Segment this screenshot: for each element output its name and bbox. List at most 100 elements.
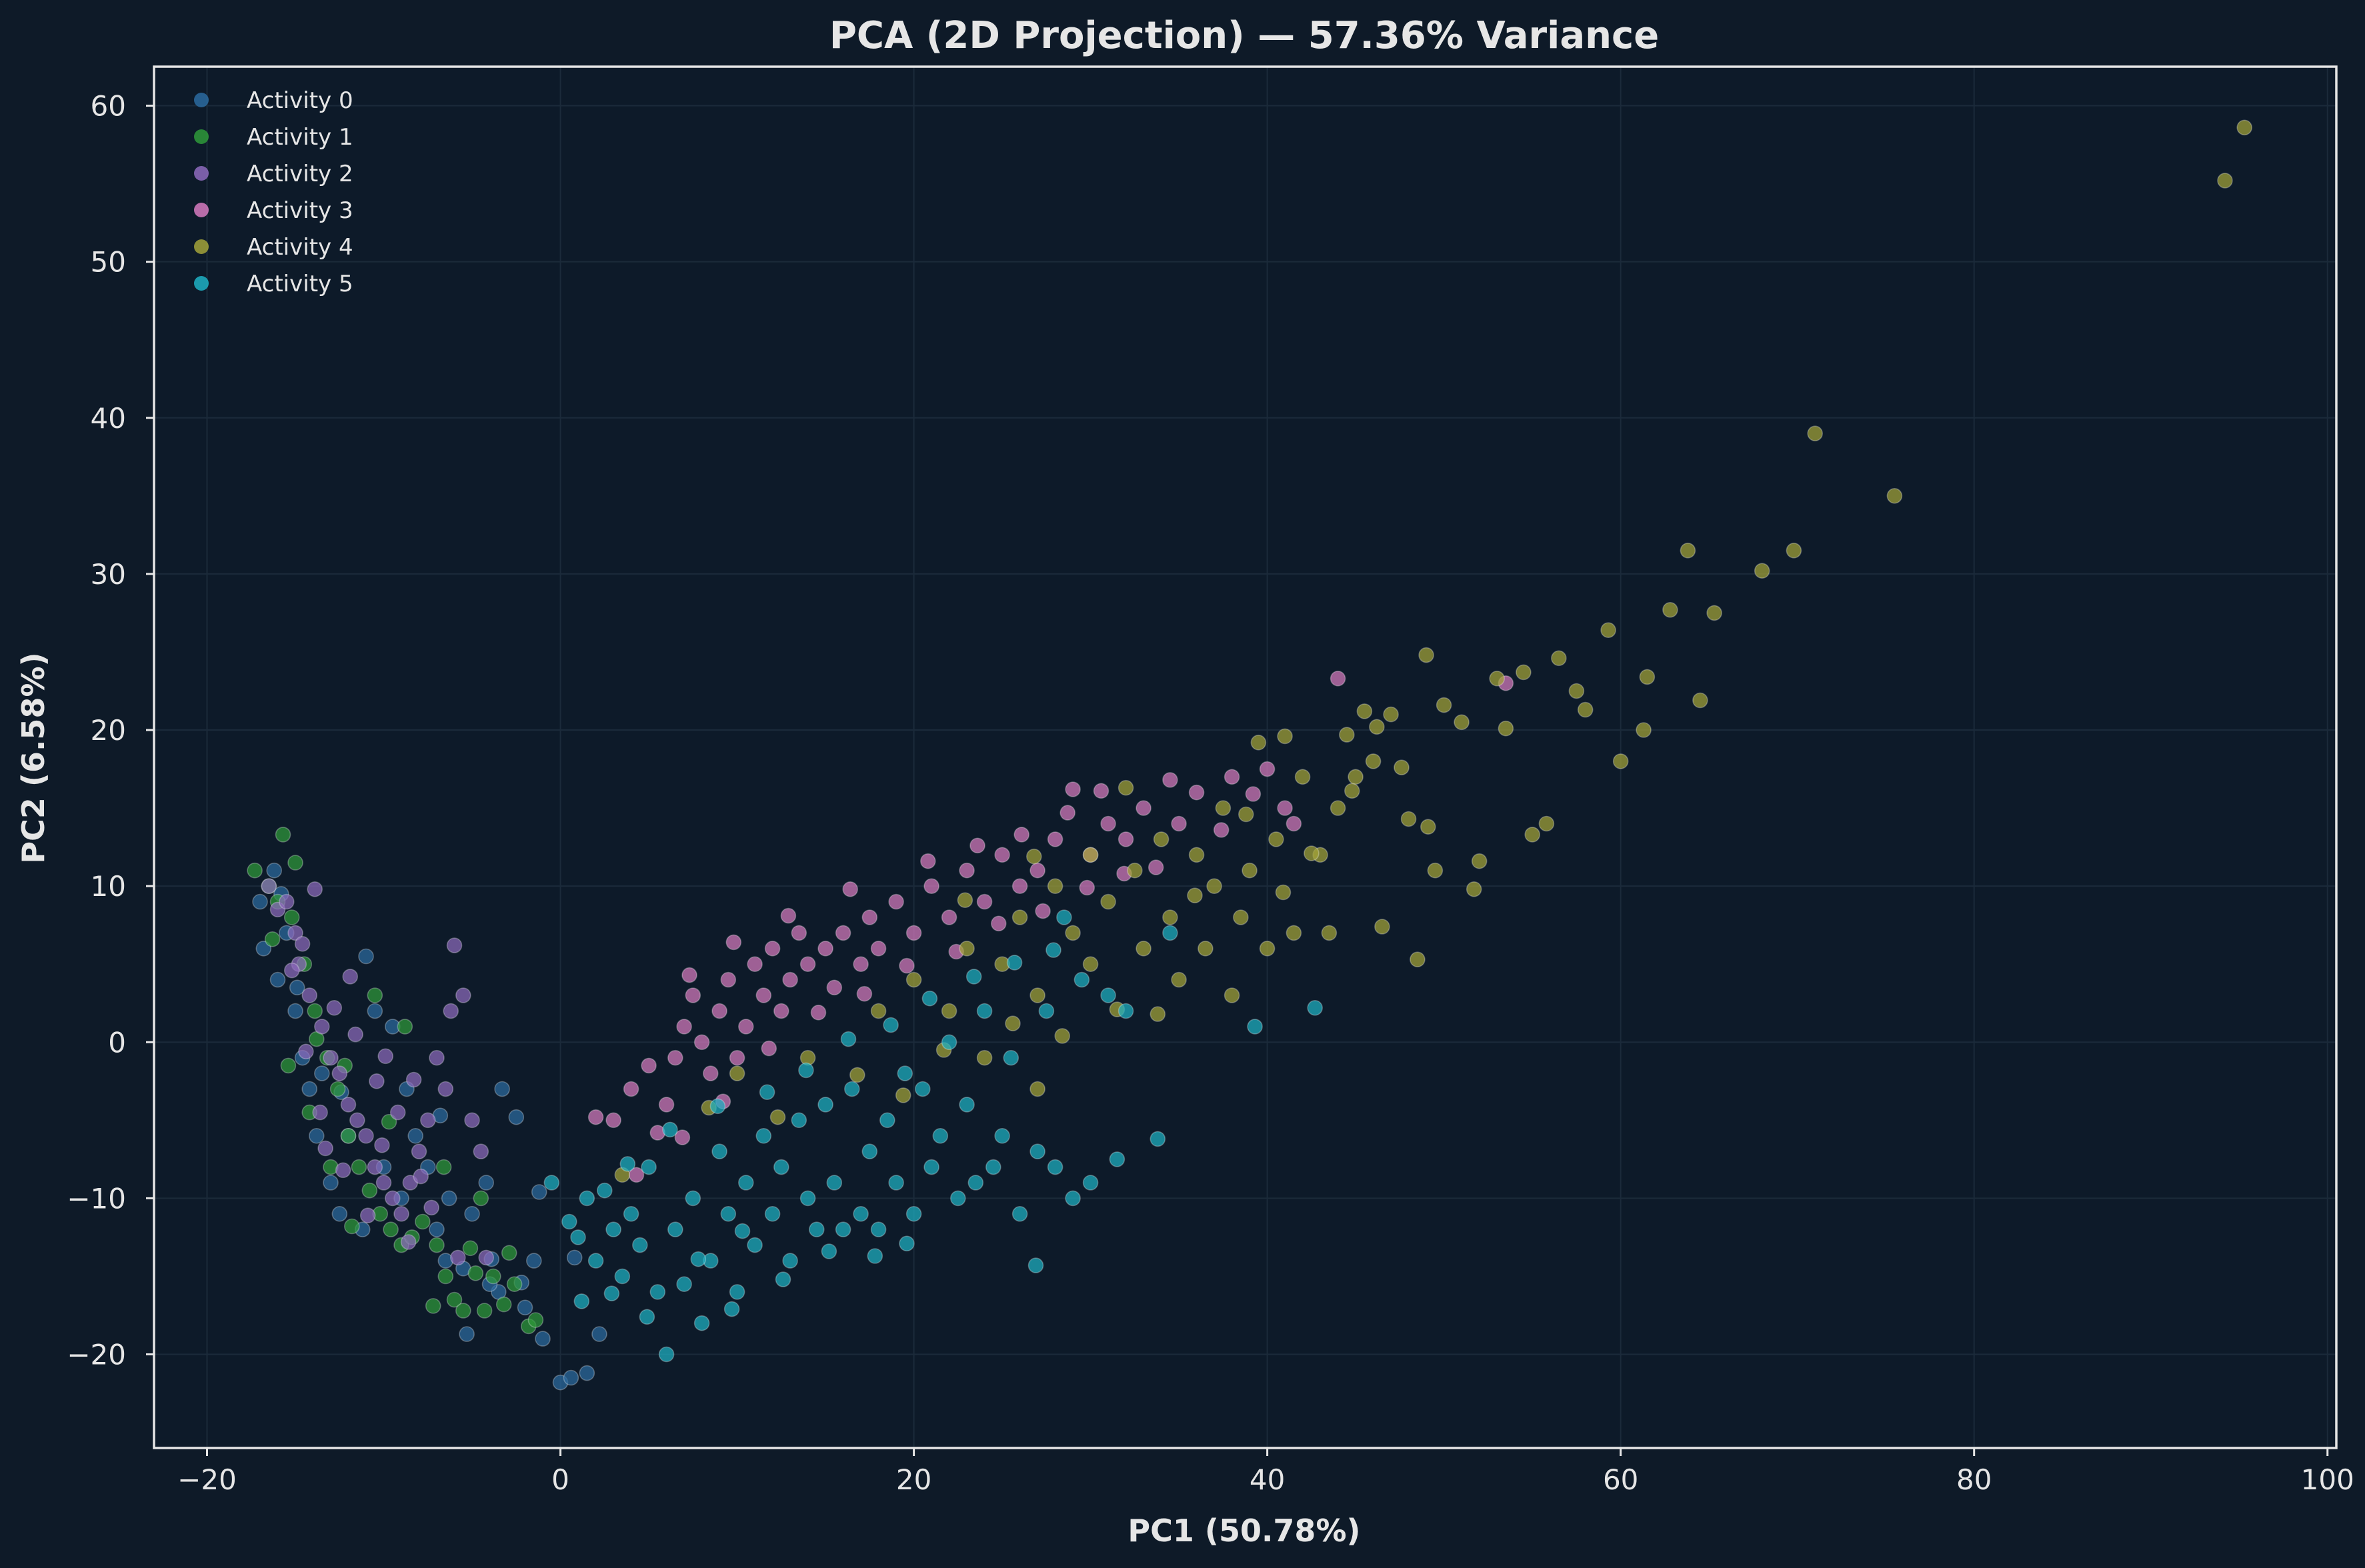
data-point [861,909,878,925]
data-point [1636,722,1652,738]
data-point [1277,728,1293,745]
data-point [1047,878,1063,894]
data-point [283,962,300,979]
data-point [543,1175,560,1191]
data-point [747,1237,763,1253]
data-point [709,1098,726,1115]
data-point [769,1109,786,1125]
data-point [429,1221,445,1237]
y-tick-label: 30 [91,558,126,591]
data-point [342,969,359,985]
data-point [591,1326,607,1342]
data-point [676,1019,692,1035]
data-point [631,1237,648,1253]
data-point [307,881,323,897]
data-point [1059,805,1075,821]
data-point [361,1182,378,1199]
data-point [1171,971,1187,988]
data-point [1568,683,1585,699]
data-point [1198,941,1214,957]
data-point [817,941,833,957]
legend-marker [194,93,209,107]
data-point [1383,706,1399,723]
data-point [921,990,938,1007]
data-point [478,1175,495,1191]
data-point [667,1221,683,1237]
data-point [967,1175,984,1191]
legend-marker [194,203,209,217]
data-point [1029,1143,1045,1159]
data-point [1117,779,1134,796]
x-tick-label: 20 [896,1463,931,1496]
data-point [920,853,936,869]
data-point [455,1303,471,1319]
data-point [252,893,268,910]
legend-label: Activity 2 [247,161,353,187]
data-point [965,969,982,985]
y-tick-label: 40 [91,402,126,435]
data-point [1524,827,1540,843]
data-point [923,878,939,894]
plot-area [153,65,2338,1449]
data-point [579,1190,595,1207]
data-point [1149,1131,1166,1147]
data-point [308,1031,325,1047]
data-point [932,1128,949,1144]
data-point [1330,670,1346,687]
y-tick-label: 0 [108,1026,126,1059]
data-point [283,909,300,925]
data-point [1109,1151,1125,1167]
data-point [905,1206,922,1222]
data-point [639,1309,655,1325]
data-point [287,855,303,871]
data-point [1045,942,1061,958]
data-point [723,1301,740,1317]
data-point [1117,831,1134,847]
data-point [867,1248,883,1264]
data-point [641,1057,657,1074]
data-point [711,1143,727,1159]
data-point [407,1128,424,1144]
data-point [690,1251,707,1267]
plot-background [154,67,2336,1448]
data-point [1268,831,1284,847]
data-point [619,1156,636,1172]
data-point [941,909,957,925]
data-point [1029,862,1045,879]
legend-item: Activity 0 [194,87,353,114]
legend: Activity 0 Activity 1 Activity 2 Activity 3… [194,87,353,297]
data-point [764,1206,781,1222]
data-point [1471,853,1488,869]
data-point [478,1249,495,1266]
legend-marker [194,129,209,144]
data-point [1277,800,1293,816]
data-point [449,1249,466,1266]
data-point [369,1073,385,1089]
data-point [959,1097,975,1113]
data-point [888,1175,904,1191]
data-point [1100,987,1116,1003]
data-point [835,925,851,941]
y-tick-label: −10 [67,1182,126,1215]
data-point [269,971,286,988]
data-point [1100,815,1116,832]
data-point [485,1268,501,1285]
data-point [1348,769,1364,785]
data-point [1093,783,1109,799]
data-point [1466,881,1482,897]
data-point [473,1143,489,1159]
data-point [667,1049,683,1066]
series-activity-0 [252,862,607,1391]
data-point [870,1221,887,1237]
data-point [798,1062,814,1079]
data-point [1162,772,1178,788]
data-point [649,1284,666,1300]
data-point [1294,769,1311,785]
data-point [1065,781,1081,797]
data-point [1056,909,1072,925]
data-point [1454,714,1470,731]
legend-item: Activity 4 [194,234,353,261]
data-point [674,1129,691,1145]
plot-frame [153,65,2338,1449]
